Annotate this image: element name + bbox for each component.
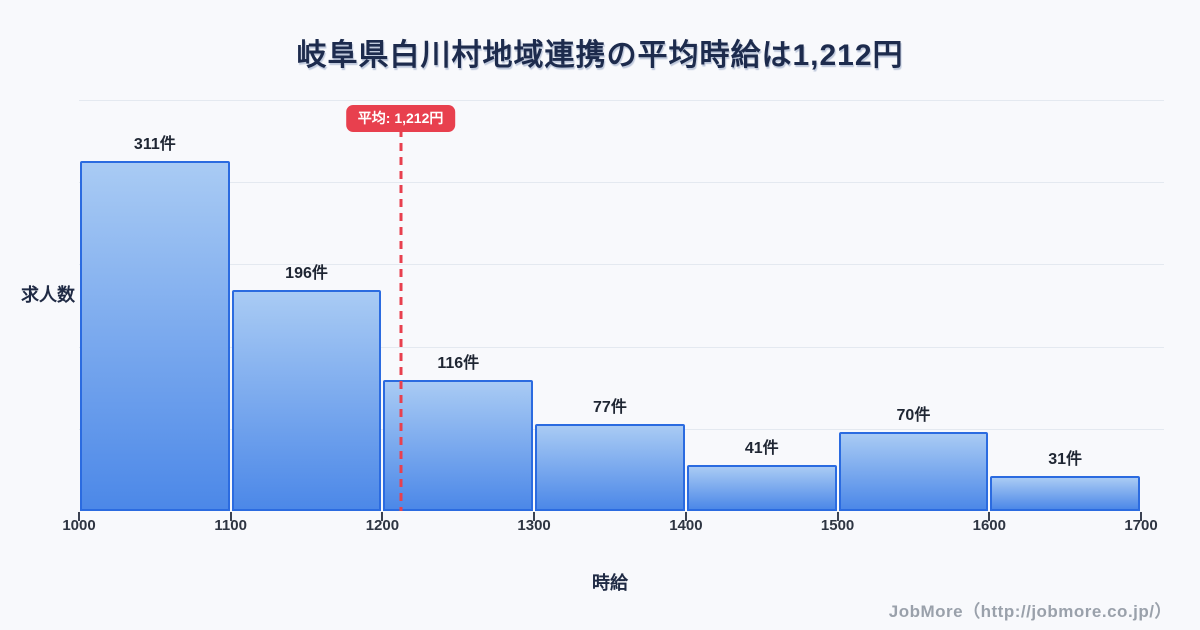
bar-value-label: 31件: [1048, 451, 1083, 469]
tick-mark: [1140, 512, 1142, 521]
tick-mark: [533, 512, 536, 521]
tick-mark: [684, 512, 687, 521]
bar: [383, 380, 534, 511]
tick-mark: [229, 512, 232, 521]
tick-mark: [78, 512, 80, 521]
bar: [686, 464, 837, 511]
bar: [990, 476, 1140, 511]
tick-label: 1700: [1124, 517, 1158, 534]
bars: 311件 196件 116件 77件 41件 70件 31件: [79, 100, 1141, 511]
x-axis-label: 時給: [592, 573, 628, 593]
tick-label: 1100: [214, 517, 247, 534]
bar: [231, 290, 382, 511]
bar-value-label: 196件: [285, 265, 328, 283]
average-line: [399, 129, 403, 511]
bar-value-label: 70件: [896, 407, 931, 425]
gridline: [79, 182, 1164, 184]
tick-label: 1300: [517, 517, 551, 534]
tick-mark: [381, 512, 384, 521]
x-axis-ticks: 1000 1100 1200 1300 1400 1500 1600 1700: [62, 100, 1158, 534]
tick-label: 1400: [669, 517, 703, 534]
gridline: [79, 346, 1164, 348]
tick-label: 1200: [365, 517, 400, 534]
y-axis-label: 求人数: [21, 285, 75, 305]
gridline: [79, 100, 1164, 101]
tick-mark: [988, 512, 991, 521]
bar: [80, 160, 230, 511]
bar: [838, 432, 989, 511]
plot-area: 311件 196件 116件 77件 41件 70件 31件 1000 1100 1200 130…: [62, 100, 1164, 534]
average-badge: 平均: 1,212円: [345, 105, 456, 132]
bar: [535, 424, 685, 511]
bar-value-label: 311件: [133, 135, 176, 153]
tick-label: 1600: [972, 517, 1006, 534]
bar-value-label: 77件: [593, 399, 627, 417]
gridline: [79, 264, 1164, 266]
tick-label: 1000: [62, 517, 96, 534]
bar-value-label: 41件: [744, 439, 779, 457]
tick-label: 1500: [820, 517, 855, 534]
chart-title: 岐阜県白川村地域連携の平均時給は1,212円: [296, 39, 904, 72]
footer-credit: JobMore（http://jobmore.co.jp/）: [888, 602, 1172, 621]
bar-value-label: 116件: [437, 355, 480, 373]
tick-mark: [836, 512, 839, 521]
